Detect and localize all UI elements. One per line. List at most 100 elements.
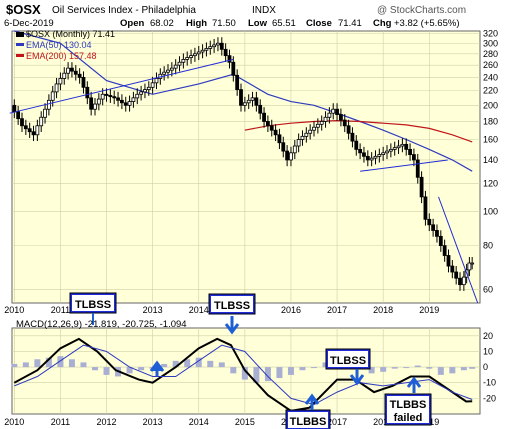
price-bar <box>219 42 224 50</box>
price-bar <box>131 97 136 102</box>
macd-x-tick-label: 2015 <box>235 417 255 427</box>
price-bar <box>412 154 416 161</box>
price-bar <box>323 116 328 122</box>
price-y-tick-label: 80 <box>483 241 493 251</box>
price-bar <box>312 126 316 131</box>
price-y-tick-label: 320 <box>483 28 498 38</box>
price-y-tick-label: 140 <box>483 155 498 165</box>
price-x-tick-label: 2019 <box>419 305 439 315</box>
legend-swatch-price <box>16 32 24 37</box>
macd-histogram-bar <box>460 367 467 371</box>
price-bar <box>438 235 443 247</box>
macd-histogram-bar <box>299 367 306 371</box>
macd-histogram-bar <box>426 367 433 369</box>
price-bar <box>135 93 140 99</box>
price-bar <box>39 116 44 127</box>
price-x-tick-label: 2017 <box>327 305 347 315</box>
price-bar <box>227 55 232 63</box>
price-bar <box>185 57 190 60</box>
price-bar <box>327 112 332 118</box>
macd-histogram-bar <box>172 360 179 368</box>
trendlines <box>9 58 479 304</box>
macd-histogram-bar <box>57 356 64 368</box>
price-bar <box>150 82 155 88</box>
price-bar <box>435 230 439 237</box>
macd-x-tick-label: 2018 <box>373 417 393 427</box>
price-y-tick-label: 120 <box>483 179 498 189</box>
trendline <box>438 196 479 304</box>
price-bar <box>242 102 247 106</box>
index-name: Oil Services Index - Philadelphia <box>52 5 196 16</box>
price-bar <box>350 132 355 142</box>
macd-x-tick-label: 2010 <box>4 417 24 427</box>
price-bar <box>212 44 217 48</box>
price-bar <box>269 125 274 131</box>
open-value: 68.02 <box>150 18 174 29</box>
price-bar <box>16 111 21 120</box>
macd-histogram-bar <box>34 359 41 368</box>
price-bar <box>177 61 182 66</box>
down-arrow-2017 <box>349 369 365 386</box>
macd-histogram-bar <box>80 362 87 368</box>
price-bar <box>296 139 301 147</box>
tlbbs-annotation-1: TLBBS <box>285 409 331 429</box>
price-bar <box>277 134 282 144</box>
close-value: 71.41 <box>338 18 362 29</box>
up-arrow-2016 <box>304 393 320 410</box>
price-bar <box>196 51 201 55</box>
price-bar <box>143 89 147 93</box>
macd-histogram-bar <box>287 367 294 375</box>
price-bar <box>58 78 63 85</box>
price-y-tick-label: 240 <box>483 72 498 82</box>
svg-text:TLBBS: TLBBS <box>390 399 427 411</box>
price-bar <box>300 135 305 140</box>
macd-histogram-bar <box>368 367 375 374</box>
price-bar <box>31 131 36 136</box>
price-bar <box>467 262 472 271</box>
price-bar <box>335 108 339 115</box>
symbol-title: $OSX <box>6 2 41 17</box>
price-bar <box>266 121 270 127</box>
price-bar <box>35 125 40 136</box>
price-bar <box>408 148 412 155</box>
price-x-tick-label: 2016 <box>281 305 301 315</box>
macd-histogram-bar <box>45 357 52 368</box>
chg-label: Chg <box>373 18 392 29</box>
macd-line <box>13 337 473 412</box>
macd-histogram-bar <box>403 367 410 369</box>
price-grid <box>12 31 480 303</box>
macd-histogram-bar <box>11 363 18 368</box>
price-bar <box>250 97 255 101</box>
price-bar <box>308 129 313 134</box>
macd-x-ticks: 2010201120122013201420152016201720182019 <box>4 417 439 427</box>
price-bar <box>246 99 251 104</box>
price-bar <box>139 91 144 95</box>
price-bar <box>346 125 351 134</box>
svg-text:TLBSS: TLBSS <box>214 300 250 312</box>
price-bar <box>181 58 186 63</box>
price-bar <box>235 74 240 90</box>
price-x-tick-label: 2018 <box>373 305 393 315</box>
price-bar <box>362 152 366 157</box>
signal-line <box>14 344 473 406</box>
price-bar <box>415 159 420 178</box>
price-bar <box>200 49 205 53</box>
macd-legend: MACD(12,26,9) -21.819, -20.725, -1.094 <box>16 319 187 330</box>
price-bar <box>442 245 447 256</box>
price-bar <box>400 143 405 147</box>
price-x-tick-label: 2011 <box>51 305 70 315</box>
price-bar <box>204 48 209 51</box>
macd-histogram-bar <box>380 367 387 372</box>
price-y-tick-label: 180 <box>483 116 498 126</box>
price-bar <box>46 99 51 110</box>
macd-y-ticks: 20 10 0 -10 -20 <box>483 331 496 404</box>
price-bar <box>254 97 259 106</box>
macd-histogram-bar <box>253 367 260 383</box>
tlbss-annotation-3: TLBSS <box>325 348 371 370</box>
macd-histogram-bar <box>449 367 456 374</box>
price-bar <box>239 89 243 106</box>
price-bar <box>123 102 128 106</box>
price-x-tick-label: 2013 <box>143 305 163 315</box>
macd-x-tick-label: 2011 <box>51 417 70 427</box>
